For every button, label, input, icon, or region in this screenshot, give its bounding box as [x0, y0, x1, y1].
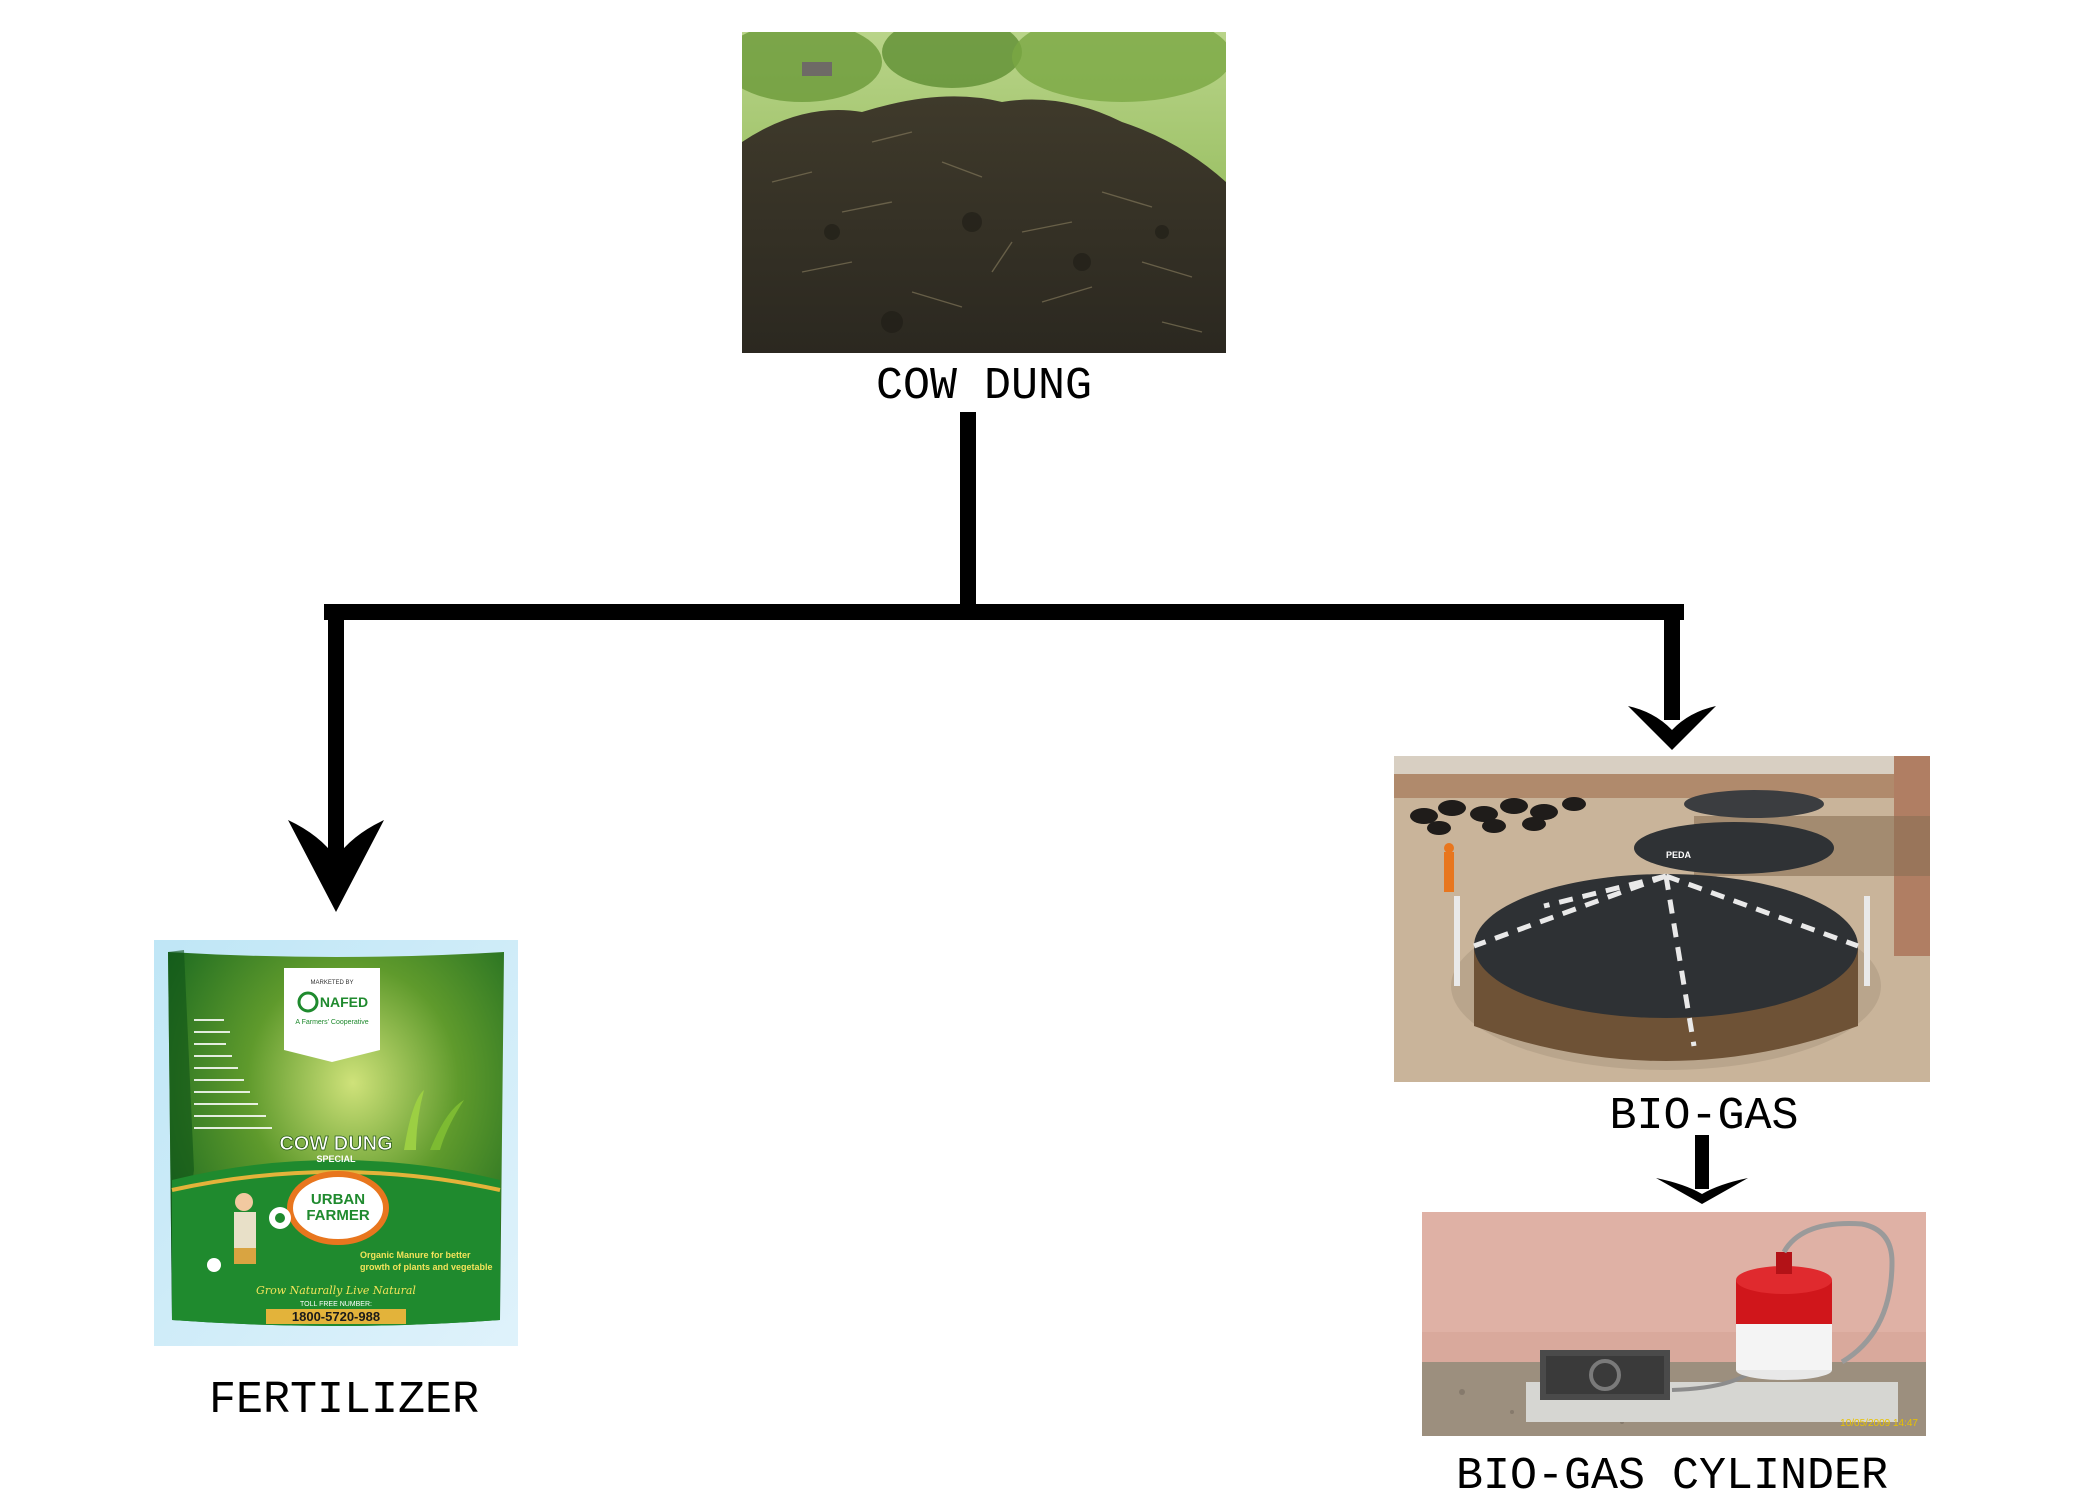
- svg-text:Organic Manure for better: Organic Manure for better: [360, 1250, 471, 1260]
- bio-gas-plant-photo: PEDA: [1394, 756, 1930, 1082]
- svg-text:FARMER: FARMER: [306, 1207, 370, 1224]
- svg-text:PEDA: PEDA: [1666, 850, 1692, 860]
- svg-text:growth of plants and vegetable: growth of plants and vegetable: [360, 1262, 493, 1272]
- bio-gas-label: BIO-GAS: [1609, 1091, 1799, 1142]
- arrow-down-icon: [1628, 706, 1716, 750]
- svg-text:SPECIAL: SPECIAL: [316, 1154, 356, 1164]
- svg-text:10/05/2009 14:47: 10/05/2009 14:47: [1840, 1418, 1918, 1429]
- cow-dung-photo: [742, 32, 1226, 353]
- svg-text:Grow Naturally Live Natural: Grow Naturally Live Natural: [256, 1284, 416, 1297]
- cow-dung-label: COW DUNG: [875, 361, 1093, 412]
- arrow-down-icon: [1656, 1178, 1748, 1204]
- svg-text:A Farmers' Cooperative: A Farmers' Cooperative: [295, 1019, 368, 1026]
- svg-text:1800-5720-988: 1800-5720-988: [292, 1309, 380, 1324]
- fertilizer-bag-photo: MARKETED BY NAFED A Farmers' Cooperative…: [154, 940, 518, 1346]
- bio-gas-cylinder-label: BIO-GAS CYLINDER: [1455, 1451, 1889, 1502]
- bio-gas-cylinder-photo: 10/05/2009 14:47: [1422, 1212, 1926, 1436]
- svg-text:NAFED: NAFED: [320, 994, 368, 1010]
- svg-text:TOLL FREE NUMBER:: TOLL FREE NUMBER:: [300, 1301, 372, 1308]
- svg-text:COW DUNG: COW DUNG: [279, 1133, 392, 1155]
- fertilizer-label: FERTILIZER: [208, 1375, 480, 1426]
- svg-text:URBAN: URBAN: [311, 1191, 365, 1208]
- svg-text:MARKETED BY: MARKETED BY: [310, 980, 353, 986]
- arrow-down-icon: [288, 820, 384, 912]
